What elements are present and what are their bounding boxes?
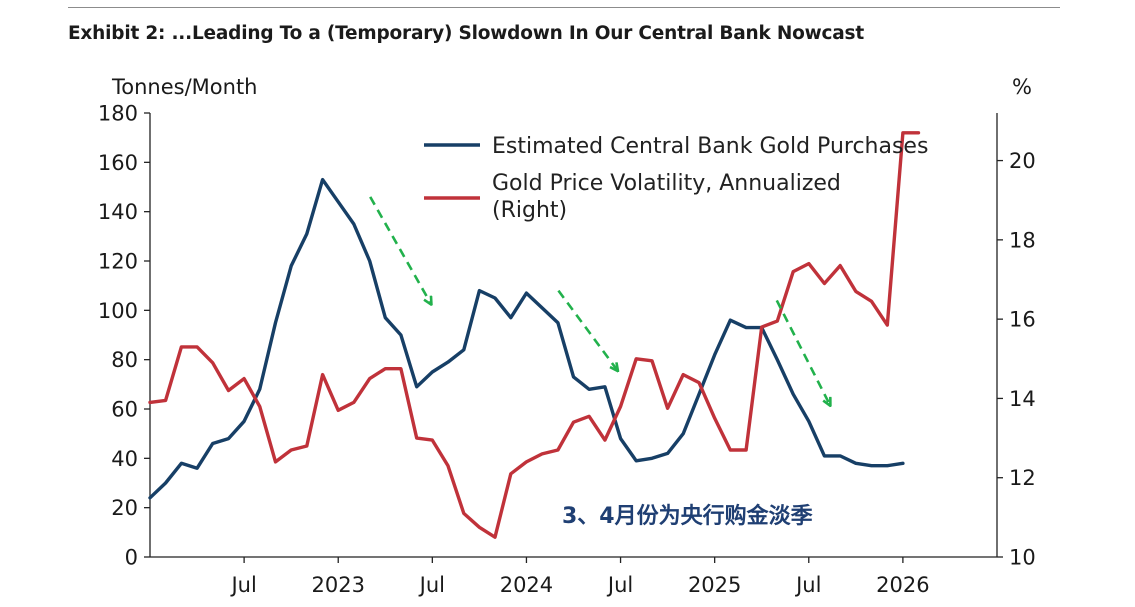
series-line-central-bank-purchases [148, 177, 905, 500]
y-tick-label: 80 [111, 348, 138, 372]
x-tick-label: Jul [418, 573, 445, 597]
legend: Estimated Central Bank Gold Purchases Gol… [424, 134, 928, 223]
y2-tick-label: 20 [1009, 149, 1036, 173]
legend-label-central-bank-purchases: Estimated Central Bank Gold Purchases [492, 134, 928, 159]
x-tick-label: 2025 [688, 573, 741, 597]
x-tick-label: 2024 [500, 573, 553, 597]
y2-tick-label: 14 [1009, 387, 1036, 411]
y2-tick-label: 18 [1009, 228, 1036, 252]
annotation-arrows [369, 196, 830, 404]
y-axis-label: Tonnes/Month [111, 75, 257, 99]
annotation-arrow [557, 289, 616, 370]
y2-tick-label: 10 [1009, 546, 1036, 570]
chart-title: Exhibit 2: ...Leading To a (Temporary) S… [68, 23, 865, 44]
y-tick-label: 100 [98, 299, 138, 323]
top-rule [68, 7, 1060, 8]
y2-axis-label: % [1012, 75, 1032, 99]
y-tick-label: 120 [98, 250, 138, 274]
x-tick-label: Jul [794, 573, 821, 597]
annotation-text: 3、4月份为央行购金淡季 [562, 503, 813, 529]
y-tick-label: 0 [125, 546, 138, 570]
y-tick-label: 180 [98, 102, 138, 126]
y-tick-label: 160 [98, 151, 138, 175]
axes: 0 20 40 60 80 100 120 140 160 180 10 12 14 16 18 20 Jul 2… [98, 102, 1036, 598]
y-tick-label: 40 [111, 447, 138, 471]
annotation-arrow [369, 196, 430, 303]
legend-label-gold-volatility: Gold Price Volatility, Annualized (Right) [492, 171, 841, 223]
y-tick-label: 20 [111, 496, 138, 520]
x-tick-label: 2023 [311, 573, 364, 597]
series-line-gold-volatility [148, 131, 921, 539]
annotation-arrow [775, 299, 830, 404]
y2-tick-label: 16 [1009, 308, 1036, 332]
x-tick-label: 2026 [876, 573, 929, 597]
x-tick-label: Jul [229, 573, 256, 597]
y-tick-label: 60 [111, 398, 138, 422]
x-tick-label: Jul [606, 573, 633, 597]
plot-lines [148, 131, 921, 539]
y2-tick-label: 12 [1009, 466, 1036, 490]
y-tick-label: 140 [98, 200, 138, 224]
